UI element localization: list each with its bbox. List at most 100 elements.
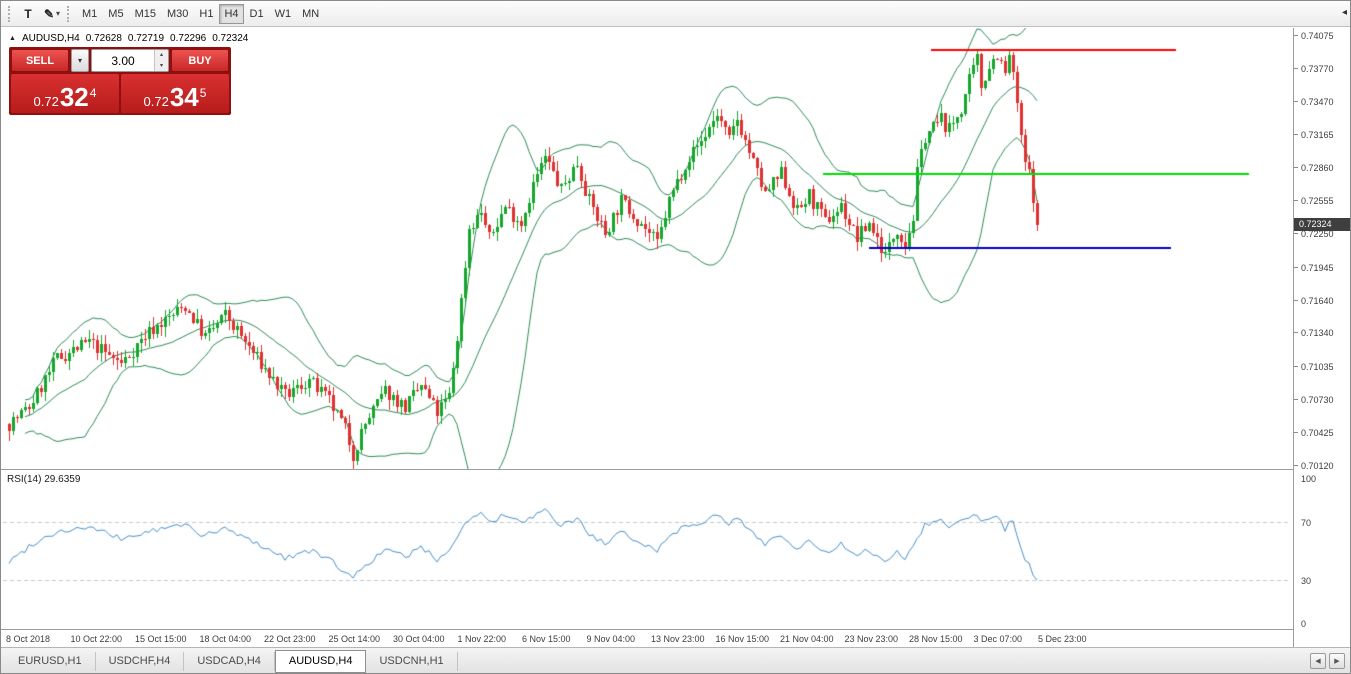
date-axis-label: 28 Nov 15:00 xyxy=(909,634,963,644)
price-axis-label: 0.70730 xyxy=(1301,394,1334,405)
date-axis-label: 21 Nov 04:00 xyxy=(780,634,834,644)
timeframe-button-W1[interactable]: W1 xyxy=(270,4,297,24)
chart-tab-USDCAD-H4[interactable]: USDCAD,H4 xyxy=(184,651,275,671)
toolbar-grip[interactable] xyxy=(67,5,69,22)
buy-price-base: 0.72 xyxy=(143,94,169,109)
axis-tick xyxy=(1294,200,1298,202)
buy-price-sup: 5 xyxy=(199,86,207,100)
date-axis-label: 10 Oct 22:00 xyxy=(70,634,123,644)
rsi-canvas[interactable] xyxy=(1,470,1292,629)
timeframe-toolbar: M1 M5 M15 M30 H1 H4 D1 W1 MN xyxy=(77,3,324,24)
timeframe-button-H4[interactable]: H4 xyxy=(219,3,244,24)
rsi-axis-label: 30 xyxy=(1301,575,1312,586)
rsi-indicator-label: RSI(14) 29.6359 xyxy=(7,474,81,485)
axis-tick xyxy=(1294,365,1298,367)
price-axis-label: 0.71340 xyxy=(1301,328,1334,339)
price-axis-label: 0.73770 xyxy=(1301,64,1334,75)
text-tool-button[interactable]: T xyxy=(16,4,40,24)
timeframe-button-M30[interactable]: M30 xyxy=(162,4,193,24)
rsi-axis-label: 70 xyxy=(1301,517,1312,528)
close-value: 0.72324 xyxy=(212,33,249,44)
toolbar-overflow-icon: ◂ xyxy=(1341,7,1347,18)
volume-input[interactable] xyxy=(92,50,154,71)
price-axis-label: 0.73470 xyxy=(1301,96,1334,107)
date-axis-label: 16 Nov 15:00 xyxy=(715,634,770,644)
price-axis-label: 0.71035 xyxy=(1301,361,1334,372)
date-axis-label: 5 Dec 23:00 xyxy=(1038,634,1087,644)
price-axis-label: 0.70425 xyxy=(1301,427,1334,438)
date-axis-label: 23 Nov 23:00 xyxy=(844,634,899,644)
date-axis-label: 3 Dec 07:00 xyxy=(973,634,1023,644)
axis-tick xyxy=(1294,233,1298,235)
axis-tick xyxy=(1294,100,1298,102)
chart-quote-header: ▲ AUDUSD,H4 0.72628 0.72719 0.72296 0.72… xyxy=(9,33,254,44)
chevron-down-icon: ▾ xyxy=(77,56,82,65)
pane-divider[interactable] xyxy=(1,469,1293,470)
volume-decrease-button[interactable]: ▾ xyxy=(155,60,168,71)
timeframe-button-M15[interactable]: M15 xyxy=(130,4,161,24)
date-axis-label: 13 Nov 23:00 xyxy=(651,634,705,644)
sell-price-sup: 4 xyxy=(89,86,97,100)
tab-scroll-left-button[interactable]: ◀ xyxy=(1310,653,1326,669)
toolbar-overflow-button[interactable]: ◂ xyxy=(1342,7,1347,18)
axis-tick xyxy=(1294,465,1298,466)
price-axis-label: 0.73165 xyxy=(1301,129,1334,140)
rsi-axis-label: 0 xyxy=(1301,619,1307,629)
axis-tick xyxy=(1294,299,1298,301)
text-tool-icon: T xyxy=(24,6,32,21)
axis-tick xyxy=(1294,266,1298,268)
sell-price-display[interactable]: 0.72 32 4 xyxy=(11,74,119,113)
one-click-trading-panel: SELL ▾ ▴ ▾ BUY 0.72324 0.723 xyxy=(9,47,231,115)
toolbar: T ✎ ▾ M1 M5 M15 M30 H1 H4 D1 W1 MN ◂ xyxy=(1,1,1350,27)
date-axis-label: 18 Oct 04:00 xyxy=(199,634,252,644)
tab-scroll-right-button[interactable]: ▶ xyxy=(1329,653,1345,669)
axis-tick xyxy=(1294,167,1298,169)
low-value: 0.72296 xyxy=(170,33,207,44)
chart-tab-strip: EURUSD,H1 USDCHF,H4 USDCAD,H4 AUDUSD,H4 USDC… xyxy=(5,649,458,673)
price-axis-label: 0.72555 xyxy=(1301,196,1334,207)
toolbar-grip[interactable] xyxy=(8,5,10,22)
date-axis-label: 6 Nov 15:00 xyxy=(522,634,571,644)
axis-tick xyxy=(1294,398,1298,400)
timeframe-button-MN[interactable]: MN xyxy=(297,4,324,24)
tab-scroll-controls: ◀ ▶ xyxy=(1310,653,1345,669)
volume-field: ▴ ▾ xyxy=(91,49,169,72)
chevron-down-icon: ▾ xyxy=(159,62,163,69)
price-axis-label: 0.72860 xyxy=(1301,163,1334,174)
trade-settings-dropdown[interactable]: ▾ xyxy=(71,49,89,72)
date-axis-label: 8 Oct 2018 xyxy=(6,634,51,644)
axis-tick xyxy=(1294,431,1298,433)
chart-tab-EURUSD-H1[interactable]: EURUSD,H1 xyxy=(5,651,96,671)
volume-increase-button[interactable]: ▴ xyxy=(155,50,168,61)
buy-price-display[interactable]: 0.72 34 5 xyxy=(121,74,229,113)
date-axis-label: 25 Oct 14:00 xyxy=(328,634,381,644)
triangle-marker-icon: ▲ xyxy=(9,35,16,42)
date-axis-label: 15 Oct 15:00 xyxy=(135,634,187,644)
timeframe-button-M5[interactable]: M5 xyxy=(103,4,128,24)
rsi-axis-label: 100 xyxy=(1301,474,1317,484)
symbol-label: AUDUSD,H4 xyxy=(21,33,80,44)
sell-button[interactable]: SELL xyxy=(11,49,69,72)
timeframe-button-M1[interactable]: M1 xyxy=(77,4,102,24)
price-axis[interactable]: 0.72324 0.74075 0.73770 0.73470 0.73165 0.72… xyxy=(1293,28,1350,647)
axis-tick xyxy=(1294,35,1298,36)
volume-spinner: ▴ ▾ xyxy=(154,50,168,71)
price-axis-label: 0.74075 xyxy=(1301,31,1334,41)
sell-price-base: 0.72 xyxy=(33,94,59,109)
chart-tab-USDCHF-H4[interactable]: USDCHF,H4 xyxy=(96,651,185,671)
chart-tab-AUDUSD-H4[interactable]: AUDUSD,H4 xyxy=(274,649,367,673)
price-axis-label: 0.72250 xyxy=(1301,229,1334,240)
timeframe-button-D1[interactable]: D1 xyxy=(245,4,269,24)
chevron-up-icon: ▴ xyxy=(159,52,163,59)
chart-tab-USDCNH-H1[interactable]: USDCNH,H1 xyxy=(366,651,458,671)
buy-price-big: 34 xyxy=(169,82,199,112)
buy-button[interactable]: BUY xyxy=(171,49,229,72)
drawing-tools-button[interactable]: ✎ ▾ xyxy=(40,4,64,24)
date-axis-label: 30 Oct 04:00 xyxy=(393,634,445,644)
chart-area: ▲ AUDUSD,H4 0.72628 0.72719 0.72296 0.72… xyxy=(1,28,1293,648)
date-axis[interactable]: 8 Oct 2018 10 Oct 22:00 15 Oct 15:00 18 Oct… xyxy=(1,629,1293,648)
arrow-right-icon: ▶ xyxy=(1334,658,1340,665)
timeframe-button-H1[interactable]: H1 xyxy=(194,4,218,24)
high-value: 0.72719 xyxy=(127,33,165,44)
